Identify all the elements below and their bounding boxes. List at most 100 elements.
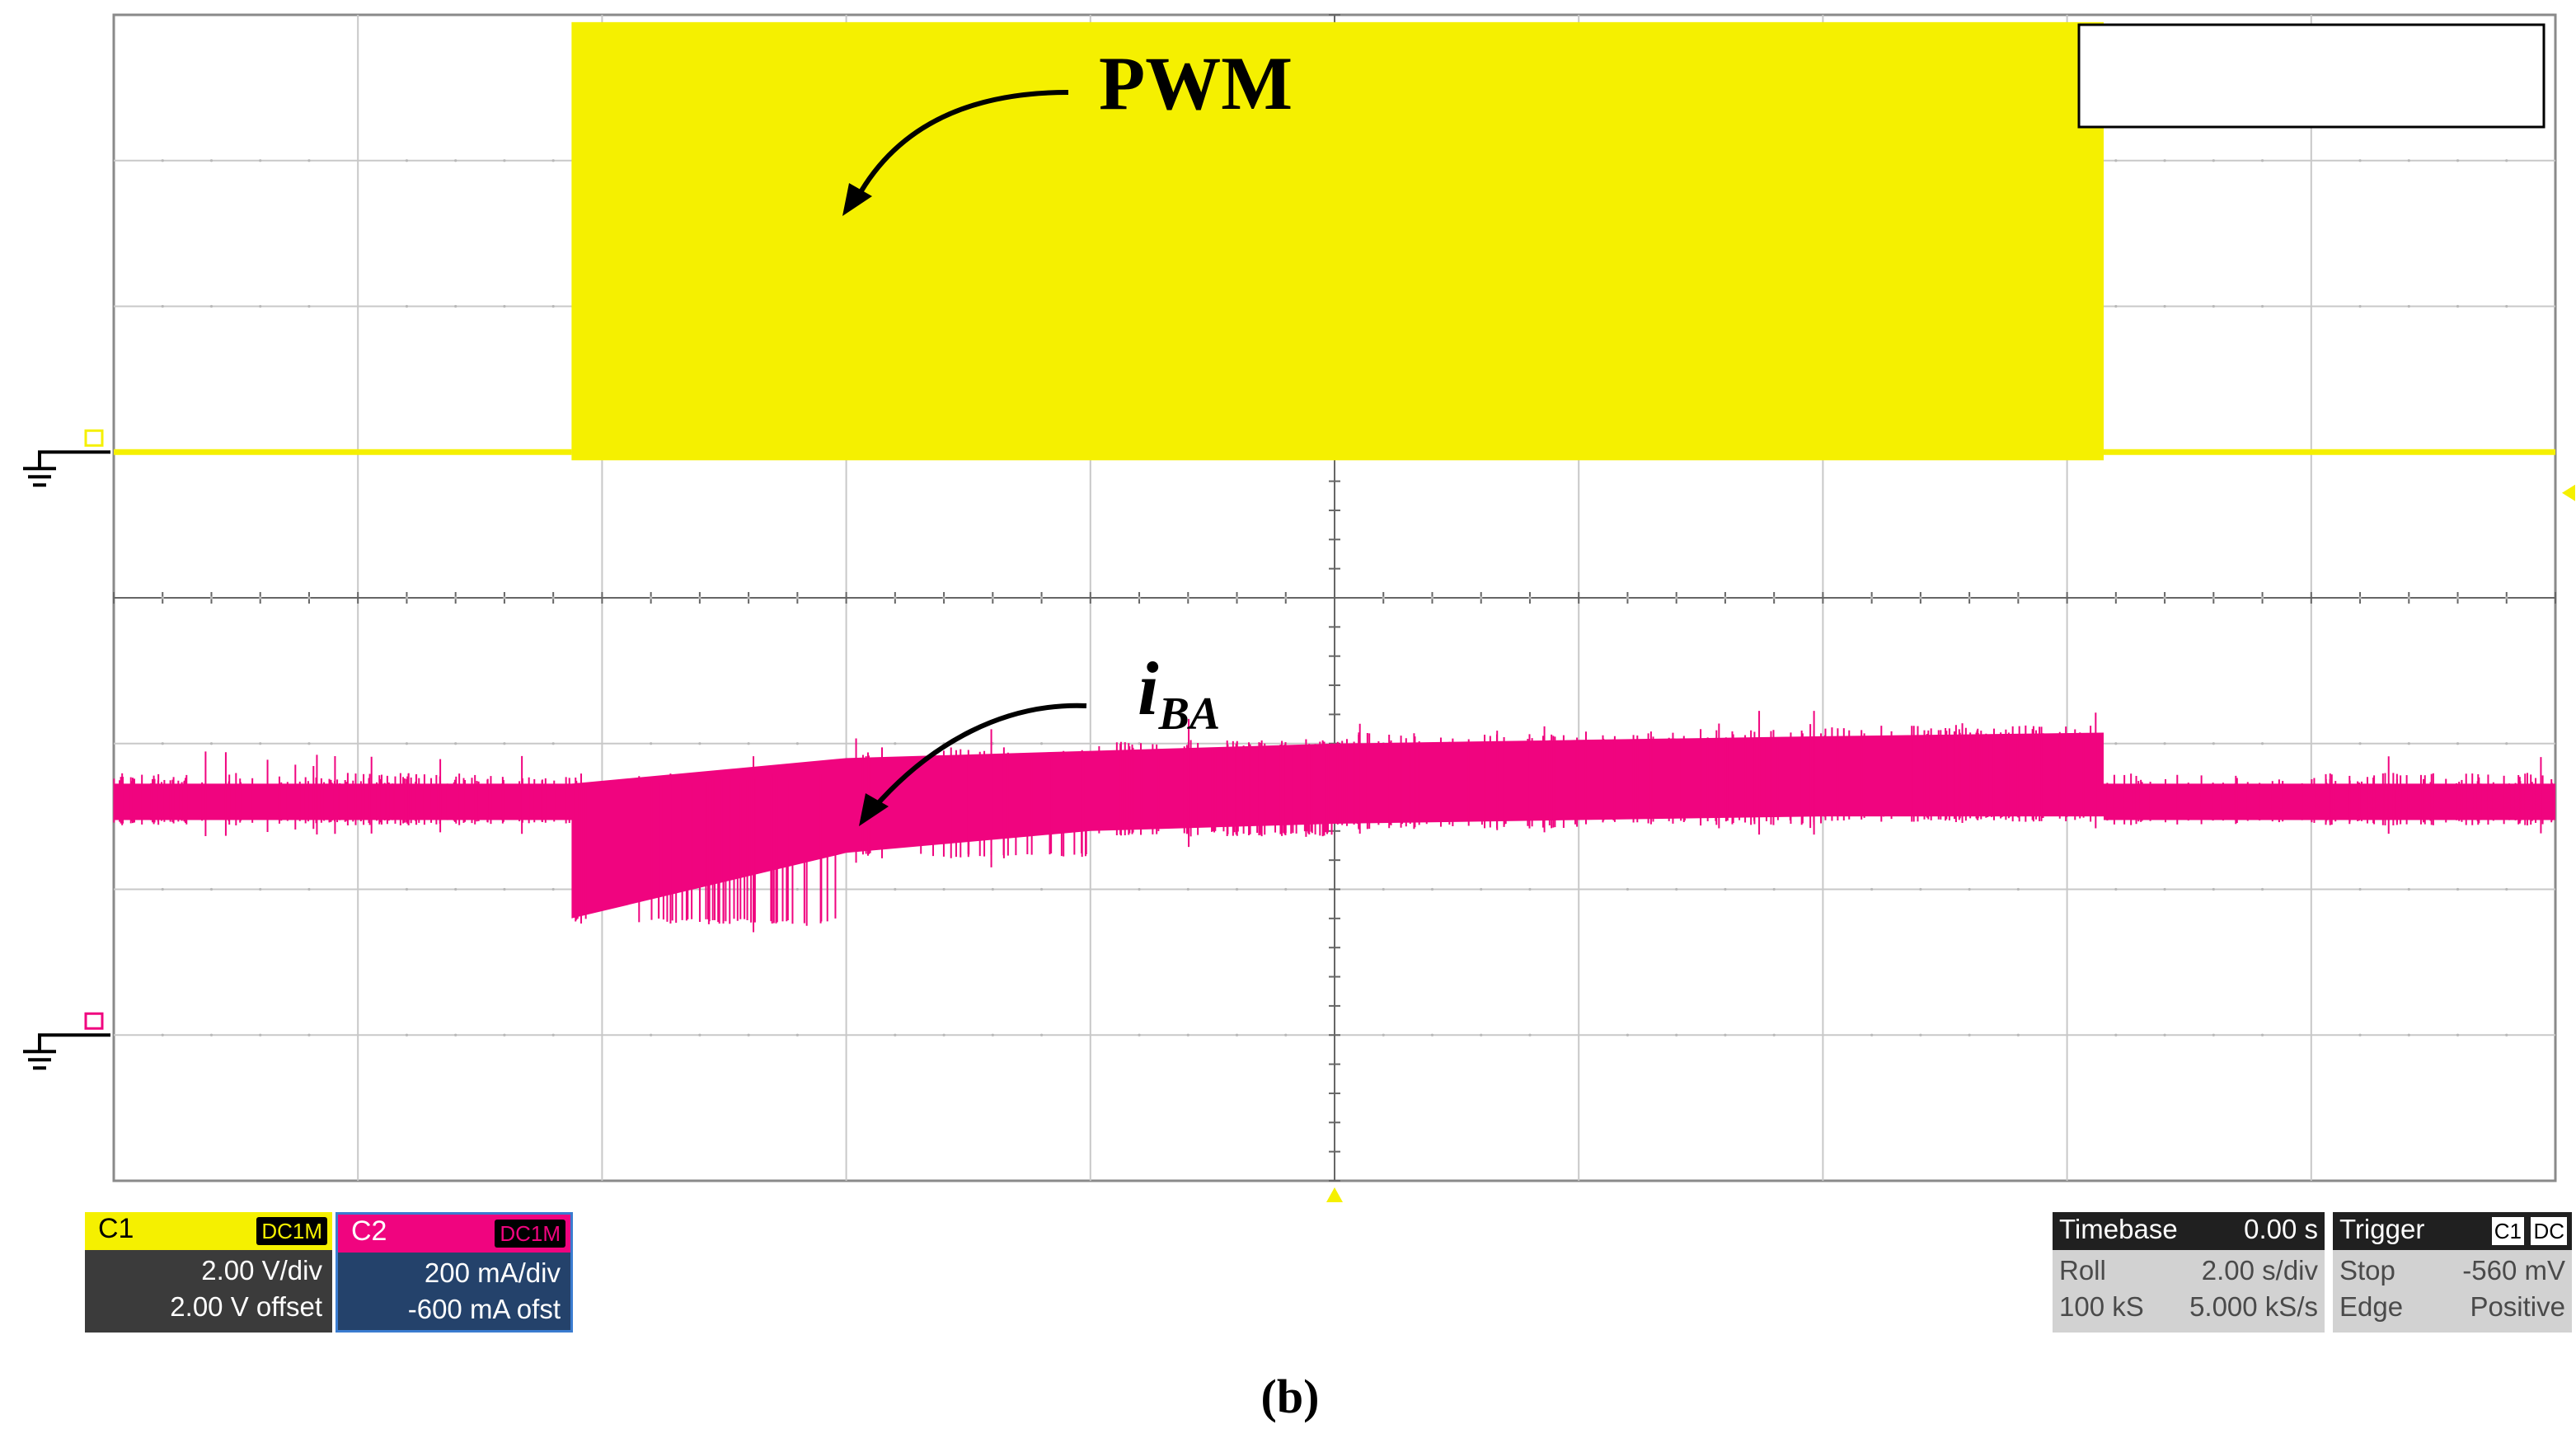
grid-dot: [2505, 742, 2508, 745]
grid-dot: [259, 742, 262, 745]
grid-dot: [942, 1033, 945, 1036]
grid-dot: [2456, 742, 2460, 745]
channel2-offset: -600 mA ofst: [407, 1294, 561, 1324]
grid-dot: [2456, 1033, 2460, 1036]
grid-dot: [405, 304, 409, 308]
grid-dot: [2163, 887, 2166, 891]
channel1-name: C1: [98, 1213, 134, 1244]
trigger-panel[interactable]: Trigger C1 DC Stop -560 mV Edge Positive: [2333, 1212, 2572, 1333]
grid-dot: [209, 742, 213, 745]
grid-dot: [2114, 742, 2118, 745]
grid-dot: [2163, 304, 2166, 308]
grid-dot: [307, 887, 311, 891]
grid-dot: [2114, 596, 2118, 599]
grid-dot: [1284, 887, 1288, 891]
grid-dot: [747, 596, 750, 599]
grid-dot: [1968, 596, 1971, 599]
grid-dot: [2358, 304, 2362, 308]
trigger-header: Trigger C1 DC: [2333, 1212, 2572, 1250]
grid-dot: [259, 159, 262, 162]
grid-dot: [795, 1033, 799, 1036]
grid-dot: [2260, 742, 2264, 745]
grid-dot: [2163, 742, 2166, 745]
grid-dot: [747, 1033, 750, 1036]
grid-dot: [991, 596, 994, 599]
grid-dot: [1235, 1033, 1239, 1036]
current-trace-group: [113, 711, 2555, 933]
grid-dot: [2407, 159, 2410, 162]
grid-dot: [1186, 596, 1189, 599]
c1-ground-icon: [23, 450, 110, 487]
grid-dot: [503, 742, 506, 745]
grid-dot: [1772, 1033, 1776, 1036]
iba-arrowhead: [859, 793, 889, 826]
grid-dot: [991, 1033, 994, 1036]
label-box: [2077, 23, 2546, 129]
grid-dot: [2505, 887, 2508, 891]
grid-dot: [1528, 1033, 1532, 1036]
grid-dot: [795, 742, 799, 745]
grid-dot: [1430, 887, 1434, 891]
timebase-panel[interactable]: Timebase 0.00 s Roll 2.00 s/div 100 kS 5…: [2053, 1212, 2325, 1333]
grid-dot: [2163, 1033, 2166, 1036]
trigger-coupling: DC: [2531, 1217, 2567, 1245]
grid-dot: [1870, 596, 1874, 599]
grid-dot: [2358, 159, 2362, 162]
channel2-scale: 200 mA/div: [424, 1257, 561, 1288]
grid-dot: [1039, 596, 1044, 599]
timebase-value: 0.00 s: [2244, 1214, 2318, 1244]
grid-dot: [1675, 887, 1678, 891]
grid-dot: [991, 887, 994, 891]
grid-dot: [454, 159, 457, 162]
grid-dot: [942, 596, 945, 599]
trigger-state: Stop: [2339, 1255, 2395, 1286]
pwm-label: PWM: [1099, 41, 1293, 125]
grid-dot: [307, 742, 311, 745]
grid-dot: [161, 159, 164, 162]
iba-arrow: [871, 703, 1087, 810]
grid-dot: [1430, 596, 1434, 599]
grid-dot: [2016, 887, 2020, 891]
trigger-time-marker: [1326, 1187, 1343, 1202]
grid-dot: [1675, 596, 1678, 599]
grid-dot: [551, 159, 555, 162]
grid-dot: [307, 1033, 311, 1036]
grid-dot: [503, 1033, 506, 1036]
grid-dot: [2407, 596, 2410, 599]
grid-dot: [307, 304, 311, 308]
grid-dot: [454, 304, 457, 308]
grid-dot: [1724, 1033, 1727, 1036]
grid-dot: [2260, 596, 2264, 599]
grid-dot: [894, 887, 897, 891]
grid-dot: [1528, 596, 1532, 599]
channel1-panel[interactable]: C1 DC1M 2.00 V/div 2.00 V offset: [85, 1212, 332, 1333]
grid-dot: [2212, 887, 2215, 891]
grid-dot: [2016, 596, 2020, 599]
grid-dot: [1186, 1033, 1189, 1036]
pwm-arrow: [855, 90, 1069, 200]
grid-dot: [161, 596, 164, 599]
grid-dot: [1480, 1033, 1483, 1036]
grid-dot: [405, 887, 409, 891]
trigger-level: -560 mV: [2462, 1255, 2565, 1286]
grid-dot: [259, 1033, 262, 1036]
grid-dot: [551, 1033, 555, 1036]
channel2-panel[interactable]: C2 DC1M 200 mA/div -600 mA ofst: [335, 1212, 573, 1333]
timebase-mode: Roll: [2059, 1255, 2106, 1286]
grid-dot: [161, 887, 164, 891]
grid-dot: [551, 742, 555, 745]
grid-dot: [1919, 596, 1922, 599]
c2-ground-icon: [23, 1033, 110, 1070]
grid-dot: [209, 159, 213, 162]
grid-dot: [795, 887, 799, 891]
grid-dot: [1430, 1033, 1434, 1036]
grid-dot: [209, 887, 213, 891]
timebase-samples: 100 kS: [2059, 1291, 2144, 1322]
grid-dot: [1382, 596, 1385, 599]
grid-dot: [2456, 304, 2460, 308]
grid-dot: [454, 1033, 457, 1036]
grid-dot: [1772, 887, 1776, 891]
grid-dot: [1480, 887, 1483, 891]
grid-dot: [2212, 159, 2215, 162]
grid-dot: [2407, 1033, 2410, 1036]
